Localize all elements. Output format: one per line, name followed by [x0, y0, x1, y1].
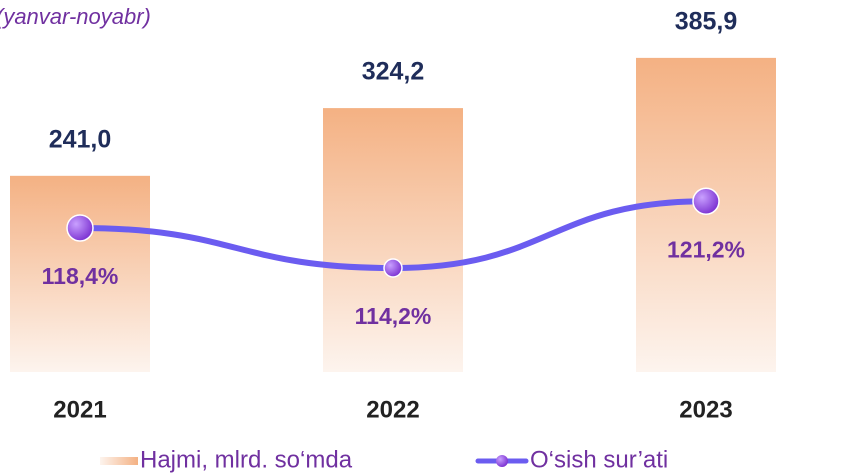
bar-value-label: 324,2 [362, 58, 425, 86]
legend-swatch-marker [496, 455, 508, 467]
line-value-label: 118,4% [42, 263, 119, 289]
line-marker [692, 187, 720, 216]
x-tick-label: 2023 [679, 396, 732, 423]
line-marker [383, 258, 403, 278]
line-marker [66, 214, 94, 242]
legend-swatch [100, 457, 138, 465]
bar-value-label: 241,0 [49, 125, 112, 153]
bar [10, 175, 150, 372]
bar-value-label: 385,9 [675, 7, 738, 35]
line-value-label: 121,2% [667, 236, 745, 262]
legend-label: O‘sish sur’ati [530, 446, 668, 473]
x-tick-label: 2021 [53, 396, 106, 423]
bar [323, 108, 463, 372]
line-value-label: 114,2% [355, 303, 432, 329]
x-tick-label: 2022 [366, 396, 419, 423]
subtitle: (yanvar-noyabr) [0, 4, 151, 29]
legend-label: Hajmi, mlrd. so‘mda [140, 446, 353, 473]
